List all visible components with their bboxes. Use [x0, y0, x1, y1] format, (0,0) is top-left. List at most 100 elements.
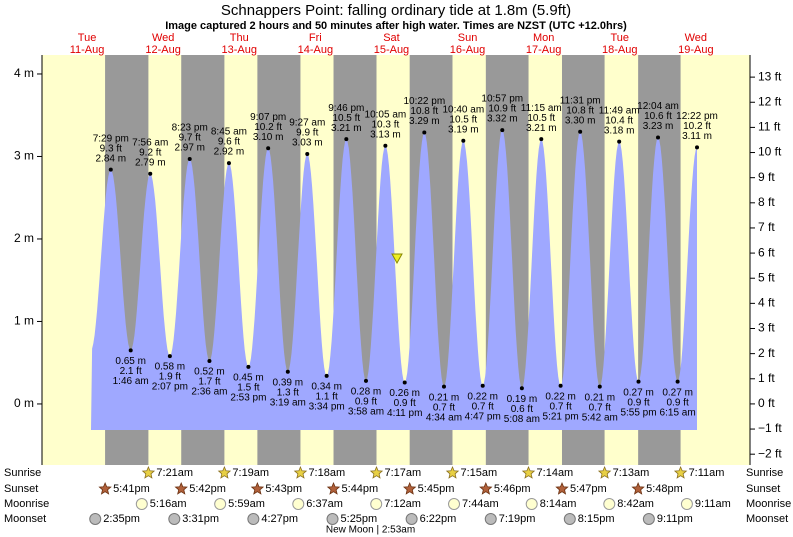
tide-time: 10:22 pm	[403, 96, 445, 107]
tide-point	[558, 383, 563, 388]
moonrise-time: 9:11am	[695, 498, 731, 510]
sunset-time: 5:47pm	[570, 483, 607, 495]
tide-ft-label: 10.2 ft	[683, 121, 711, 132]
tide-m-label: 3.03 m	[292, 138, 323, 149]
y2-tick-label: 10 ft	[758, 145, 782, 159]
tide-ft-label: 9.2 ft	[139, 147, 161, 158]
day-weekday: Wed	[152, 32, 174, 44]
tide-ft-label: 0.7 ft	[589, 402, 611, 413]
chart-subtitle: Image captured 2 hours and 50 minutes af…	[165, 20, 627, 32]
moonrise-icon	[448, 498, 461, 510]
tide-ft-label: 0.7 ft	[433, 402, 455, 413]
tide-ft-label: 9.7 ft	[179, 133, 201, 144]
tide-point	[441, 384, 446, 389]
moonrise-icon	[292, 498, 305, 510]
y2-tick-label: 6 ft	[758, 245, 775, 259]
tide-time: 3:19 am	[270, 397, 306, 408]
sunrise-icon	[445, 465, 460, 479]
sunrise-icon	[217, 465, 232, 479]
y2-tick-label: 7 ft	[758, 220, 775, 234]
moonrise-time: 6:37am	[306, 498, 343, 510]
tide-ft-label: 0.7 ft	[472, 401, 494, 412]
moonset-time: 8:15pm	[578, 513, 615, 525]
tide-m-label: 0.52 m	[194, 367, 225, 378]
chart-title: Schnappers Point: falling ordinary tide …	[221, 2, 571, 19]
moonset-icon	[326, 513, 339, 525]
moonrise-time: 5:16am	[150, 498, 187, 510]
tide-ft-label: 0.9 ft	[355, 396, 377, 407]
y-tick-label: 2 m	[14, 231, 34, 245]
tide-ft-label: 0.7 ft	[549, 401, 571, 412]
tide-time: 3:58 am	[348, 406, 384, 417]
tide-time: 3:34 pm	[309, 402, 345, 413]
tide-time: 8:23 pm	[172, 123, 208, 134]
tide-m-label: 0.65 m	[115, 356, 146, 367]
sunrise-icon	[597, 465, 612, 479]
tide-m-label: 0.22 m	[467, 391, 498, 402]
sunset-icon	[326, 481, 341, 495]
tide-point	[324, 373, 329, 378]
tide-ft-label: 10.8 ft	[410, 106, 438, 117]
moonset-time: 6:22pm	[420, 513, 457, 525]
tide-m-label: 0.27 m	[623, 387, 654, 398]
y2-tick-label: 5 ft	[758, 270, 775, 284]
moonrise-icon	[370, 498, 383, 510]
tide-ft-label: 10.4 ft	[605, 115, 633, 126]
y2-tick-label: 12 ft	[758, 94, 782, 108]
tide-point	[383, 143, 388, 148]
sunset-icon	[555, 481, 569, 495]
moonset-time: 2:35pm	[103, 513, 140, 525]
moonrise-time: 7:12am	[384, 498, 421, 510]
tide-ft-label: 0.9 ft	[627, 397, 649, 408]
tide-m-label: 3.13 m	[370, 129, 401, 140]
tide-m-label: 0.21 m	[429, 392, 460, 403]
tide-point	[480, 383, 485, 388]
tide-point	[226, 161, 231, 166]
y2-tick-label: 1 ft	[758, 371, 775, 385]
y2-tick-label: 8 ft	[758, 195, 775, 209]
row-label: Sunset	[746, 483, 780, 495]
y2-tick-label: 0 ft	[758, 396, 775, 410]
day-date: 12-Aug	[145, 44, 180, 56]
moonrise-icon	[135, 498, 148, 510]
tide-ft-label: 10.3 ft	[371, 119, 399, 130]
day-date: 18-Aug	[602, 44, 637, 56]
tide-time: 10:57 pm	[481, 94, 523, 105]
tide-ft-label: 2.1 ft	[120, 366, 142, 377]
tide-ft-label: 1.3 ft	[277, 387, 299, 398]
sunrise-icon	[521, 465, 536, 479]
tide-point	[402, 380, 407, 385]
tide-point	[636, 379, 641, 384]
tide-time: 8:45 am	[211, 127, 247, 138]
tide-m-label: 2.92 m	[214, 147, 245, 158]
day-date: 16-Aug	[450, 44, 485, 56]
day-weekday: Sat	[383, 32, 400, 44]
tide-ft-label: 10.6 ft	[644, 111, 672, 122]
tide-point	[167, 354, 172, 359]
day-weekday: Tue	[78, 32, 97, 44]
tide-time: 4:11 pm	[387, 408, 422, 419]
tide-time: 2:36 am	[191, 387, 227, 398]
tide-m-label: 3.10 m	[253, 132, 284, 143]
y2-tick-label: −1 ft	[758, 421, 782, 435]
tide-point	[128, 348, 133, 353]
tide-time: 5:21 pm	[543, 411, 579, 422]
tide-ft-label: 1.7 ft	[198, 377, 220, 388]
tide-m-label: 3.19 m	[448, 124, 479, 135]
current-level-marker	[391, 253, 403, 265]
tide-m-label: 0.19 m	[507, 394, 538, 405]
sunrise-time: 7:21am	[156, 467, 193, 479]
sunset-time: 5:42pm	[189, 483, 226, 495]
tide-area	[91, 130, 697, 430]
tide-ft-label: 0.9 ft	[394, 398, 416, 409]
moonset-icon	[247, 513, 260, 525]
tide-point	[461, 138, 466, 143]
day-weekday: Sun	[458, 32, 478, 44]
moonset-icon	[484, 513, 497, 525]
tide-time: 7:29 pm	[93, 133, 129, 144]
moonset-time: 7:19pm	[499, 513, 536, 525]
sunrise-time: 7:15am	[460, 467, 497, 479]
row-label: Sunrise	[746, 467, 783, 479]
moonset-time: 4:27pm	[261, 513, 298, 525]
